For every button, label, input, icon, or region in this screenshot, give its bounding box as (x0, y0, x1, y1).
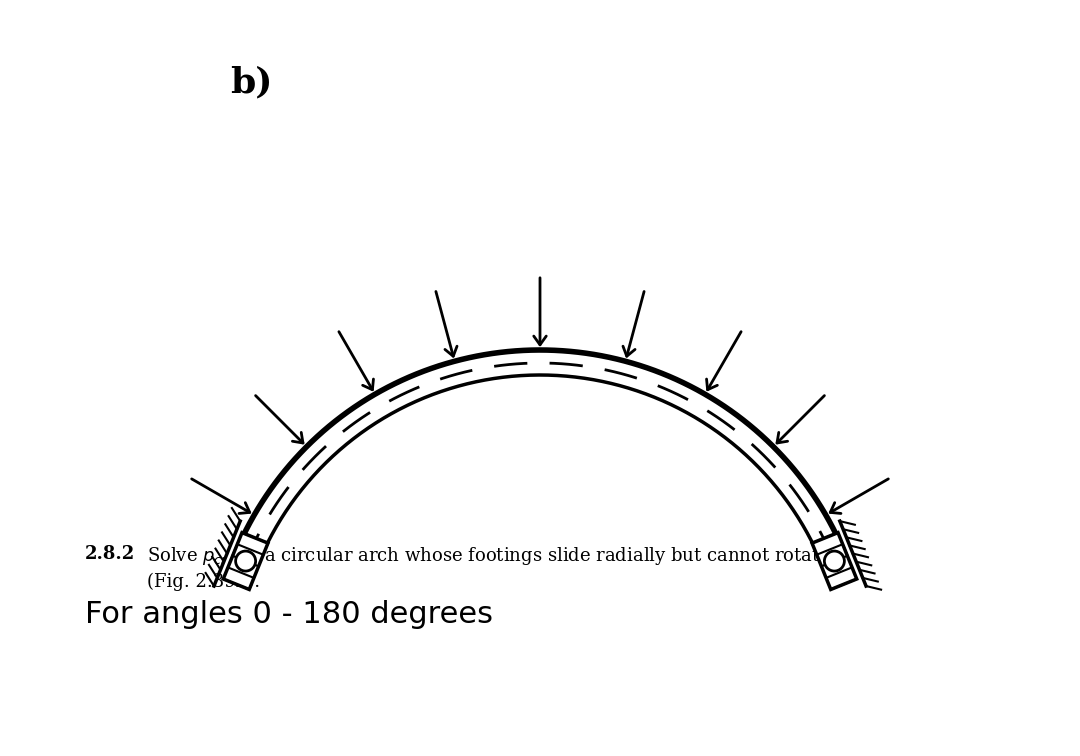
Circle shape (824, 551, 845, 571)
Polygon shape (812, 533, 856, 590)
Circle shape (235, 551, 256, 571)
Text: Solve $p_{cr}$ for a circular arch whose footings slide radially but cannot rota: Solve $p_{cr}$ for a circular arch whose… (147, 545, 831, 567)
Text: (Fig. 2.39b).: (Fig. 2.39b). (147, 573, 260, 591)
Text: 2.8.2: 2.8.2 (85, 545, 135, 563)
Text: For angles 0 - 180 degrees: For angles 0 - 180 degrees (85, 600, 492, 629)
Polygon shape (224, 533, 268, 590)
Text: b): b) (230, 65, 272, 99)
